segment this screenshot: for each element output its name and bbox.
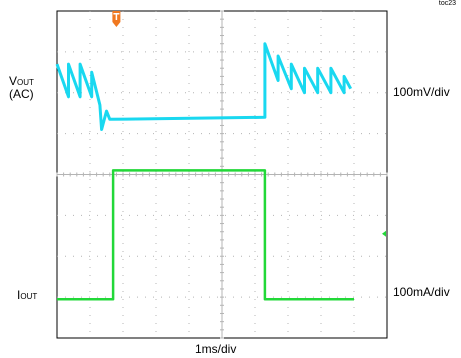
iout-label-sub: OUT: [20, 292, 38, 301]
vout-ac-label: (AC): [9, 87, 34, 101]
figure-id: toc23: [438, 0, 456, 7]
trigger-level-marker: [382, 230, 386, 237]
vout-label-main: V: [9, 74, 18, 88]
vout-label-sub: OUT: [17, 78, 34, 87]
vout-trace: [55, 42, 353, 131]
trigger-marker-glyph-stem: [115, 13, 118, 20]
vout-scale-label: 100mV/div: [393, 85, 450, 99]
x-axis-label: 1ms/div: [195, 342, 237, 356]
traces: [55, 42, 354, 301]
iout-trace: [57, 169, 354, 301]
trigger-marker-tip: [112, 22, 121, 27]
iout-label-main: I: [17, 288, 21, 302]
graticule: [56, 10, 388, 339]
markers: [112, 11, 386, 237]
vout-channel-label: VOUT: [9, 75, 34, 89]
iout-scale-label: 100mA/div: [393, 285, 450, 299]
iout-channel-label: IOUT: [17, 289, 37, 303]
